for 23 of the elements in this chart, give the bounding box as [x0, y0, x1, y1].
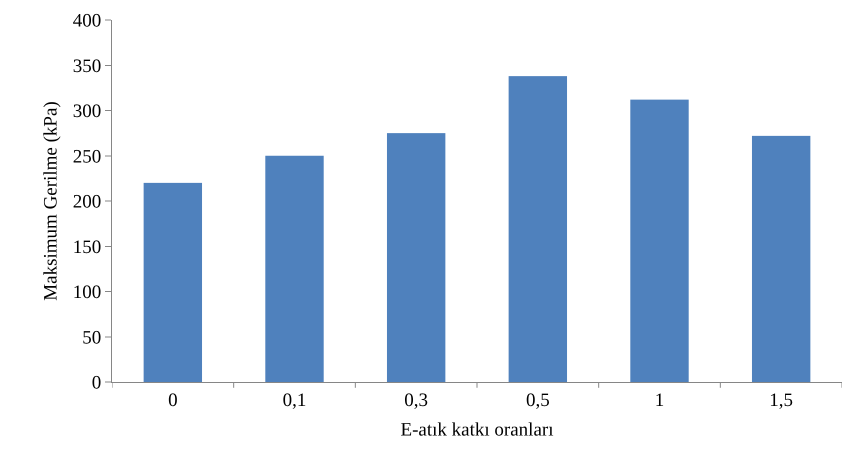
- x-tick-label: 0: [168, 390, 178, 411]
- y-tick-label: 150: [72, 236, 102, 258]
- y-tick-label: 50: [82, 327, 102, 348]
- x-tick-label: 0,1: [282, 390, 306, 411]
- y-axis-title: Maksimum Gerilme (kPa): [40, 101, 62, 301]
- bar: [265, 156, 324, 382]
- y-tick-label: 200: [72, 192, 102, 213]
- bar: [144, 182, 202, 382]
- bar: [630, 100, 689, 382]
- x-tick-label: 1,5: [769, 390, 794, 411]
- y-tick-label: 100: [72, 282, 102, 304]
- y-tick-label: 250: [72, 146, 102, 168]
- y-tick-label: 350: [72, 56, 102, 77]
- x-axis-title: E-atık katkı oranları: [400, 420, 554, 441]
- x-tick-label: 0,5: [526, 390, 550, 411]
- bar: [508, 76, 568, 382]
- y-tick-label: 0: [92, 372, 102, 394]
- bar: [752, 136, 810, 382]
- y-tick-label: 300: [72, 101, 102, 122]
- x-tick-label: 0,3: [404, 390, 428, 411]
- y-tick-label: 400: [72, 10, 102, 32]
- x-tick-label: 1: [654, 390, 664, 411]
- bar: [386, 133, 446, 382]
